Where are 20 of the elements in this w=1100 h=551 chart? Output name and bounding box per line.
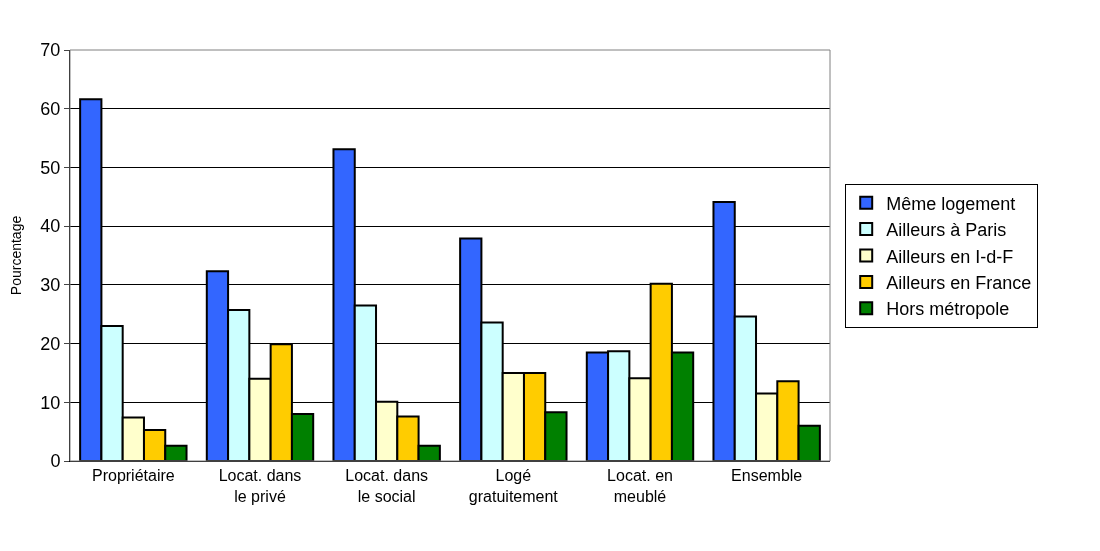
y-tick-label: 10 (40, 392, 61, 413)
x-tick-label: Locat. en meublé (607, 467, 673, 505)
x-tick-label: Locat. dans le social (345, 467, 429, 505)
legend-label: Même logement (886, 193, 1016, 214)
x-tick-label: Ensemble (731, 467, 803, 485)
x-tick-label: Logé gratuitement (468, 467, 559, 505)
y-tick-label: 0 (50, 451, 61, 472)
legend-label: Ailleurs en France (886, 272, 1032, 293)
y-tick-label: 20 (40, 333, 61, 354)
y-tick-label: 50 (40, 157, 61, 178)
legend-label: Ailleurs à Paris (886, 220, 1007, 241)
legend-label: Hors métropole (886, 299, 1010, 320)
y-tick-label: 30 (40, 275, 61, 296)
y-tick-label: 60 (40, 99, 61, 120)
y-tick-label: 40 (40, 216, 61, 237)
x-tick-label: Propriétaire (91, 467, 175, 485)
y-tick-label: 70 (40, 40, 61, 61)
y-axis-title: Pourcentage (7, 215, 24, 296)
x-tick-label: Locat. dans le privé (218, 467, 302, 505)
legend-label: Ailleurs en I-d-F (886, 246, 1014, 267)
